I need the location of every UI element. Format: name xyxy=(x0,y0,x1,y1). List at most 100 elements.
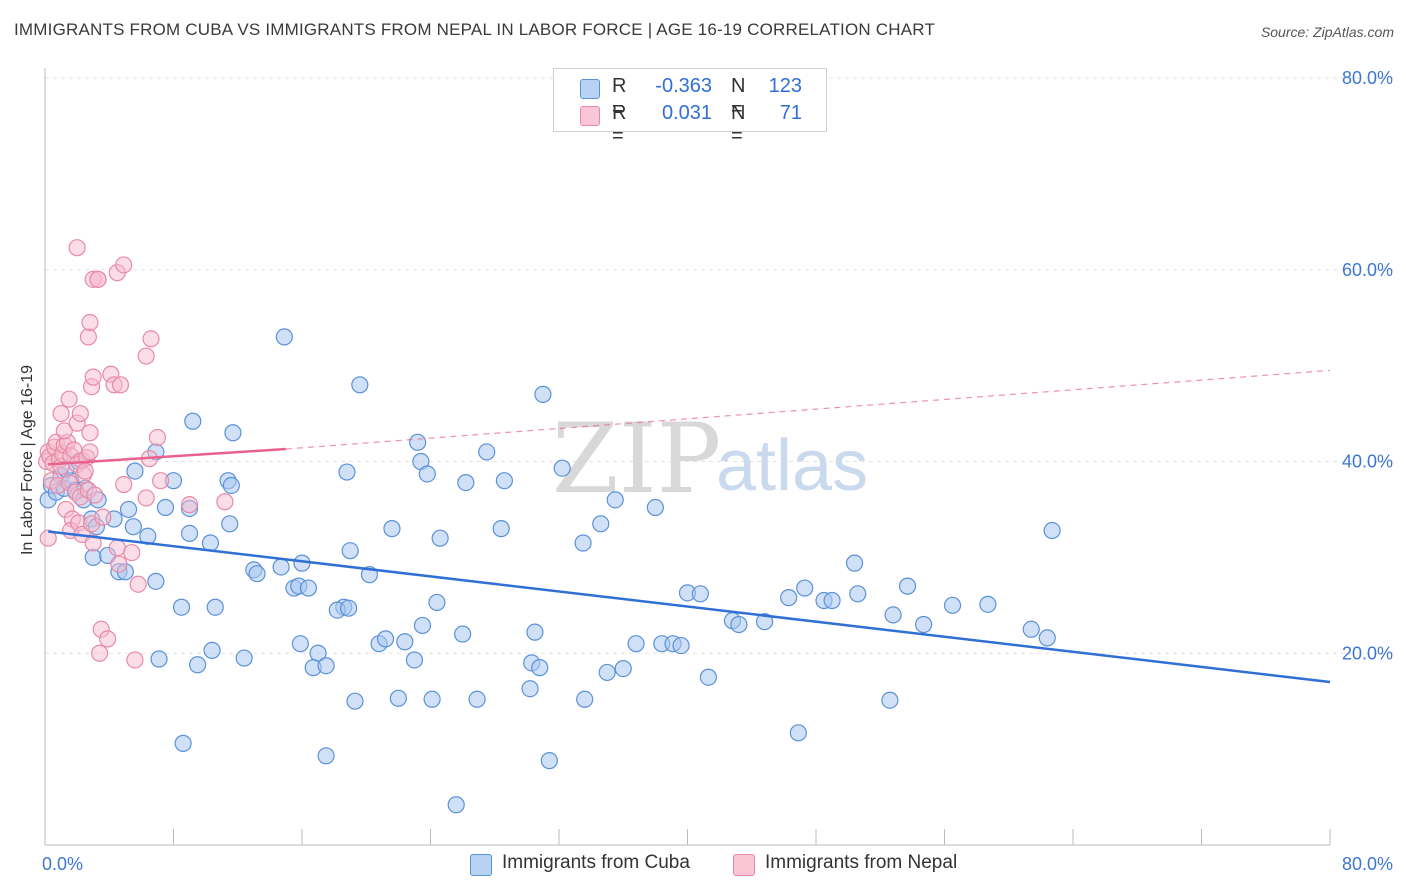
cuba-point xyxy=(492,520,510,538)
cuba-point xyxy=(592,515,610,533)
nepal-point xyxy=(84,368,102,386)
y-tick-label: 80.0% xyxy=(1342,68,1393,88)
cuba-point xyxy=(317,747,335,765)
nepal-point xyxy=(115,475,133,494)
nepal-point xyxy=(137,347,155,365)
nepal-point xyxy=(115,256,133,274)
cuba-n-value: 123 xyxy=(768,75,802,97)
nepal-point xyxy=(137,489,155,507)
cuba-point xyxy=(646,498,664,517)
stats-legend: R = -0.363 N = 123 R = 0.031 N = 71 xyxy=(553,68,827,147)
trend-lines xyxy=(48,369,1331,684)
cuba-trend-line xyxy=(48,530,1331,684)
cuba-point xyxy=(291,635,309,653)
nepal-point xyxy=(111,376,130,394)
cuba-point xyxy=(447,796,465,814)
x-tick-label-min: 0.0% xyxy=(42,854,83,874)
cuba-point xyxy=(884,606,902,624)
nepal-n-label: N = xyxy=(731,102,746,147)
cuba-point xyxy=(755,613,774,631)
cuba-point xyxy=(338,463,356,481)
cuba-point xyxy=(396,633,414,651)
y-tick-label: 20.0% xyxy=(1342,643,1393,663)
cuba-point xyxy=(203,641,221,659)
cuba-point xyxy=(124,518,142,536)
nepal-trend-line xyxy=(48,447,287,466)
cuba-point xyxy=(84,548,102,566)
nepal-point xyxy=(216,493,234,511)
cuba-point xyxy=(780,589,798,607)
cuba-point xyxy=(979,595,997,613)
cuba-point xyxy=(413,616,432,635)
cuba-point xyxy=(699,668,717,686)
cuba-point xyxy=(317,657,335,675)
cuba-point xyxy=(224,424,242,442)
nepal-point xyxy=(39,529,57,547)
cuba-point xyxy=(418,465,436,483)
cuba-point xyxy=(431,529,449,547)
cuba-point xyxy=(351,376,369,394)
cuba-point xyxy=(147,572,165,590)
cuba-point xyxy=(119,500,138,519)
cuba-point xyxy=(174,734,192,752)
cuba-point xyxy=(534,385,552,403)
cuba-point xyxy=(1043,521,1061,540)
cuba-point xyxy=(531,659,549,677)
cuba-point xyxy=(339,599,358,617)
cuba-point xyxy=(341,542,359,560)
y-tick-label: 40.0% xyxy=(1342,452,1393,472)
cuba-point xyxy=(248,565,266,583)
cuba-point xyxy=(457,473,475,492)
watermark-zip: ZIP xyxy=(552,403,721,515)
nepal-swatch xyxy=(580,106,600,126)
nepal-point xyxy=(148,428,167,447)
cuba-point xyxy=(184,412,202,430)
x-tick-label-max: 80.0% xyxy=(1342,854,1393,874)
cuba-point xyxy=(221,515,239,533)
nepal-point xyxy=(110,555,128,573)
nepal-n-value: 71 xyxy=(779,102,802,124)
watermark-atlas: atlas xyxy=(716,426,868,506)
cuba-point xyxy=(943,596,962,614)
cuba-point xyxy=(627,635,645,653)
nepal-point xyxy=(79,328,97,346)
nepal-point xyxy=(68,239,86,257)
nepal-point xyxy=(84,534,102,552)
cuba-point xyxy=(188,656,207,674)
nepal-point xyxy=(86,486,104,504)
nepal-legend-swatch xyxy=(733,854,755,876)
nepal-point xyxy=(142,330,160,348)
nepal-point xyxy=(94,508,112,526)
cuba-point xyxy=(299,579,318,597)
cuba-point xyxy=(881,691,899,709)
cuba-point xyxy=(222,476,240,495)
nepal-point xyxy=(108,539,126,557)
nepal-r-value: 0.031 xyxy=(661,102,712,124)
cuba-point xyxy=(389,689,407,707)
cuba-point xyxy=(423,690,441,708)
cuba-point xyxy=(376,630,395,648)
cuba-point xyxy=(172,598,191,616)
cuba-point xyxy=(521,680,539,698)
nepal-point xyxy=(81,443,99,461)
cuba-point xyxy=(454,625,472,643)
cuba-point xyxy=(598,663,616,682)
cuba-point xyxy=(789,724,807,742)
cuba-point xyxy=(574,534,592,552)
nepal-r-label: R = xyxy=(612,102,627,147)
y-tick-label: 60.0% xyxy=(1342,260,1393,280)
chart-title: IMMIGRANTS FROM CUBA VS IMMIGRANTS FROM … xyxy=(14,20,936,39)
cuba-point xyxy=(576,690,594,708)
cuba-point xyxy=(553,459,571,477)
cuba-swatch xyxy=(580,79,600,99)
cuba-point xyxy=(495,472,513,490)
cuba-point xyxy=(156,498,175,517)
nepal-legend-label: Immigrants from Nepal xyxy=(765,852,958,873)
nepal-point xyxy=(55,422,73,440)
nepal-point xyxy=(52,404,70,423)
cuba-point xyxy=(730,615,748,634)
nepal-point xyxy=(60,390,78,408)
cuba-point xyxy=(272,558,290,576)
cuba-point xyxy=(201,534,220,552)
